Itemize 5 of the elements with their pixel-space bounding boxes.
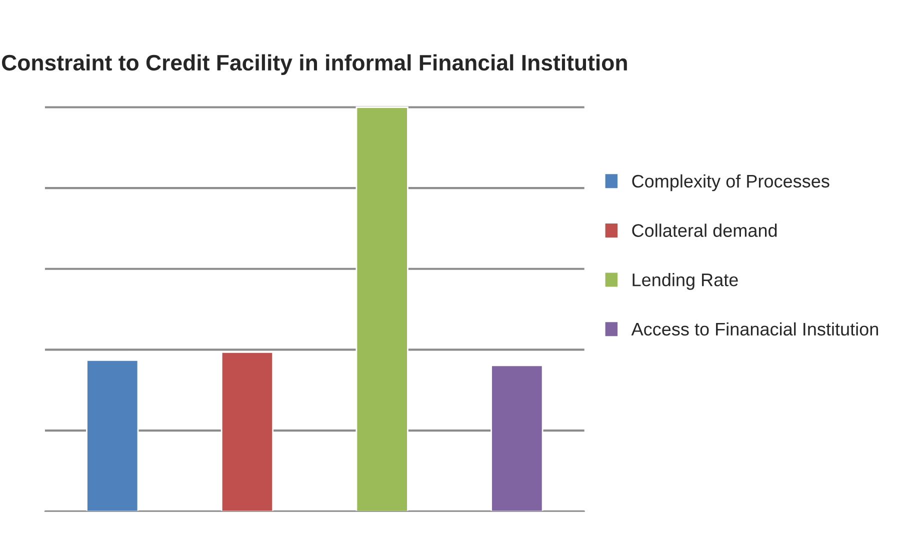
- legend-label: Complexity of Processes: [632, 174, 830, 192]
- chart-title: Constraint to Credit Facility in informal Financial Institution: [2, 54, 627, 75]
- legend-label: Lending Rate: [632, 273, 738, 290]
- legend-label: Collateral demand: [632, 224, 777, 237]
- legend-label: Access to Finanacial Institution: [631, 322, 878, 336]
